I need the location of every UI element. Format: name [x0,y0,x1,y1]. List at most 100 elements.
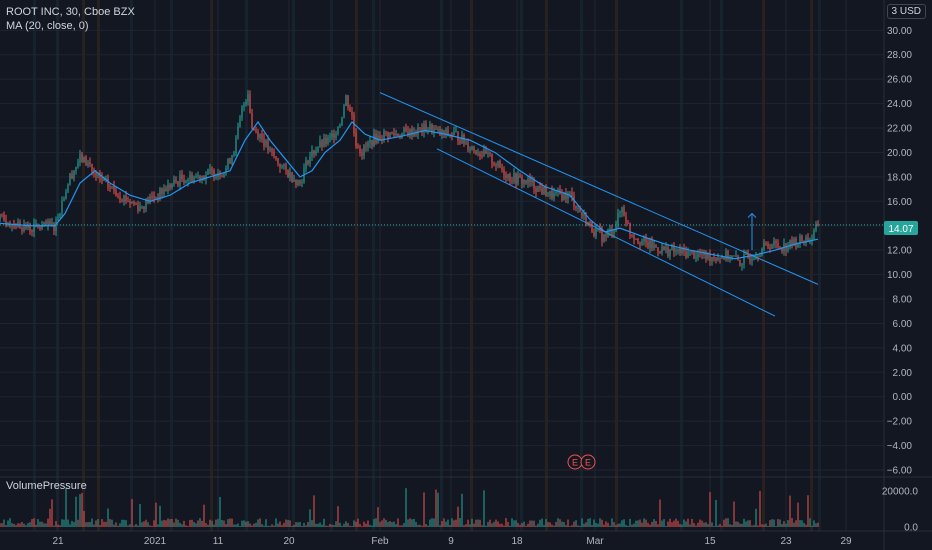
candle-body [297,180,299,185]
volume-bar [435,489,437,527]
candle-body [285,164,287,171]
volume-bar [509,525,511,527]
candle-body [113,186,115,191]
candle-body [173,179,175,184]
time-axis[interactable]: 21 2021 11 20 Feb 9 18 Mar 15 23 29 [52,536,852,547]
candle-body [109,186,111,188]
volume-bar [77,519,79,527]
candle-body [471,147,473,150]
volume-bar [55,520,57,527]
candle-body [493,163,495,166]
candle-body [717,258,719,261]
volume-bar [175,518,177,527]
candle-body [655,244,657,248]
volume-bar [103,521,105,527]
candle-body [705,250,707,259]
volume-bar [579,525,581,527]
volume-bar [37,519,39,527]
volume-bar [69,524,71,527]
candle-body [593,232,595,237]
volume-bar [235,524,237,527]
volume-bar [173,522,175,527]
candle-body [161,188,163,194]
candle-body [543,187,545,194]
currency-button[interactable]: 3 USD [886,4,926,19]
volume-bar [203,504,205,527]
candle-body [751,259,753,261]
candle-body [189,174,191,180]
volume-bar [335,521,337,527]
candle-body [247,94,249,102]
candle-body [127,201,129,202]
candle-body [455,131,457,133]
volume-bar [431,518,433,527]
volume-bar [209,519,211,527]
volume-bar [205,523,207,527]
candle-body [711,257,713,262]
volume-bar [697,522,699,527]
volume-bar [299,522,301,527]
candle-body [675,250,677,252]
candle-body [793,238,795,246]
volume-bar [421,525,423,527]
x-tick-label: Feb [371,536,389,547]
breakout-arrow[interactable] [747,212,757,251]
symbol-legend[interactable]: ROOT INC, 30, Cboe BZX [6,6,135,18]
candle-body [591,222,593,233]
x-tick-label: 11 [213,536,224,547]
price-axis[interactable]: 30.00 28.00 26.00 24.00 22.00 20.00 18.00 16.00… [887,26,913,477]
volume-bar [649,524,651,527]
volume-bar [27,523,29,527]
volume-bar [123,519,125,527]
candle-body [515,173,517,184]
volume-bar [573,521,575,527]
candle-body [139,206,141,212]
candle-body [791,239,793,246]
session-band [330,0,333,531]
volume-bar [541,518,543,527]
candle-body [3,215,5,221]
volume-bar [805,524,807,527]
earnings-marker[interactable]: E [580,454,596,470]
volume-legend[interactable]: VolumePressure [6,480,87,492]
volume-bar [137,525,139,527]
candle-body [729,258,731,260]
volume-bar [769,520,771,527]
volume-bar [81,493,83,527]
candle-body [333,133,335,138]
trend-channel[interactable] [379,92,819,317]
volume-bar [597,523,599,527]
volume-bar [33,518,35,527]
candle-body [627,223,629,225]
candle-body [503,169,505,175]
volume-bar [177,519,179,527]
volume-axis[interactable]: 20000.0 0.0 [882,487,919,534]
volume-bar [5,525,7,527]
candle-body [47,221,49,226]
volume-bar [289,520,291,527]
candle-body [533,179,535,189]
candle-body [279,163,281,168]
volume-bar [495,519,497,527]
candle-body [385,131,387,133]
session-band [680,0,683,531]
volume-bar [817,522,819,527]
volume-bar [491,523,493,527]
volume-bar [215,519,217,527]
ma-legend[interactable]: MA (20, close, 0) [6,20,89,32]
candle-body [473,147,475,151]
candle-body [701,254,703,256]
candle-body [393,132,395,135]
volume-bar [705,522,707,527]
volume-bar [15,525,17,527]
volume-bar [45,523,47,527]
candle-body [633,235,635,240]
earnings-marker[interactable]: E [567,454,583,470]
volume-bar [339,522,341,527]
candle-body [561,194,563,201]
candle-body [485,149,487,154]
candle-body [75,166,77,171]
volume-bar [439,525,441,527]
